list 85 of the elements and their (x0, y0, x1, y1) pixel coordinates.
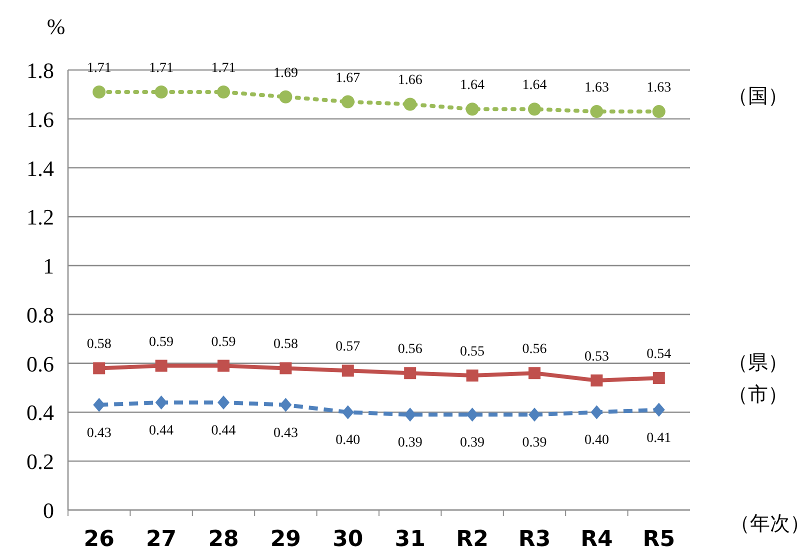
point (528, 408, 540, 422)
point (280, 362, 292, 374)
y-tick-label: 0.6 (26, 351, 54, 376)
point (154, 86, 168, 98)
data-label: 0.40 (336, 433, 360, 448)
point (404, 367, 416, 380)
data-label: 0.43 (86, 426, 112, 441)
point (342, 405, 354, 420)
data-label: 1.64 (460, 78, 485, 94)
data-label: 0.44 (149, 423, 174, 438)
data-label: 1.71 (211, 61, 236, 76)
point (218, 360, 230, 372)
point (652, 402, 665, 417)
data-label: 1.64 (522, 78, 547, 94)
data-label: 1.71 (86, 61, 112, 76)
data-label: 0.44 (211, 423, 236, 438)
point (652, 105, 666, 118)
point (280, 398, 292, 412)
point (279, 90, 292, 104)
point (590, 374, 603, 386)
y-tick-label: 1 (43, 254, 54, 279)
data-label: 0.54 (646, 347, 672, 362)
point (404, 408, 416, 422)
x-tick-label: R4 (580, 527, 613, 552)
text: （県） (728, 352, 788, 374)
point (155, 360, 168, 372)
point (652, 372, 665, 384)
data-label: 0.56 (522, 342, 547, 358)
point (590, 105, 604, 118)
data-label: 0.41 (646, 430, 672, 446)
text: （国） (728, 86, 788, 108)
y-tick-label: 0.2 (26, 449, 54, 474)
x-tick-label: 31 (394, 527, 426, 552)
data-label: 1.69 (273, 66, 298, 81)
x-tick-label: 26 (84, 527, 114, 552)
y-tick-label: 1.8 (26, 58, 54, 83)
data-label: 0.55 (460, 344, 485, 360)
y-tick-label: 0.8 (26, 302, 54, 328)
x-tick-label: R5 (642, 527, 676, 552)
data-label: 0.59 (149, 334, 174, 350)
x-axis-title: （年次） (730, 513, 810, 535)
data-label: 1.67 (336, 70, 360, 86)
y-tick-label: 1.6 (26, 106, 54, 132)
data-label: 1.66 (398, 73, 422, 88)
data-label: 1.63 (584, 80, 609, 96)
text: （市） (728, 384, 788, 406)
y-tick-label: 0.4 (26, 400, 54, 426)
data-label: 0.43 (273, 426, 298, 441)
data-label: 0.39 (398, 436, 422, 451)
y-tick-label: 1.4 (26, 156, 54, 181)
point (466, 102, 479, 116)
point (342, 364, 354, 377)
data-label: 0.57 (336, 340, 360, 355)
y-axis-title: % (46, 14, 66, 39)
point (528, 367, 540, 380)
point (466, 408, 478, 422)
x-tick-label: R2 (456, 527, 488, 552)
y-tick-label: 0 (43, 498, 54, 523)
point (93, 398, 106, 412)
x-tick-label: 29 (270, 527, 302, 552)
data-label: 1.63 (646, 80, 672, 96)
data-label: 0.59 (211, 334, 236, 350)
data-label: 1.71 (149, 61, 174, 76)
data-label: 0.53 (584, 349, 609, 364)
x-tick-label: R3 (518, 527, 551, 552)
x-tick-label: 27 (146, 527, 177, 552)
point (92, 86, 106, 98)
point (218, 395, 230, 410)
point (466, 370, 478, 382)
data-label: 0.56 (398, 342, 422, 358)
data-label: 0.40 (584, 433, 609, 448)
x-tick-label: 28 (208, 527, 239, 552)
point (155, 395, 168, 410)
point (590, 405, 603, 420)
point (528, 102, 541, 116)
point (93, 362, 106, 374)
point (404, 98, 417, 111)
y-tick-label: 1.2 (26, 204, 54, 230)
data-label: 0.58 (86, 337, 112, 352)
data-label: 0.58 (273, 337, 298, 352)
data-label: 0.39 (460, 436, 485, 451)
point (217, 86, 230, 98)
x-tick-label: 30 (332, 527, 364, 552)
point (341, 95, 354, 108)
data-label: 0.39 (522, 436, 547, 451)
